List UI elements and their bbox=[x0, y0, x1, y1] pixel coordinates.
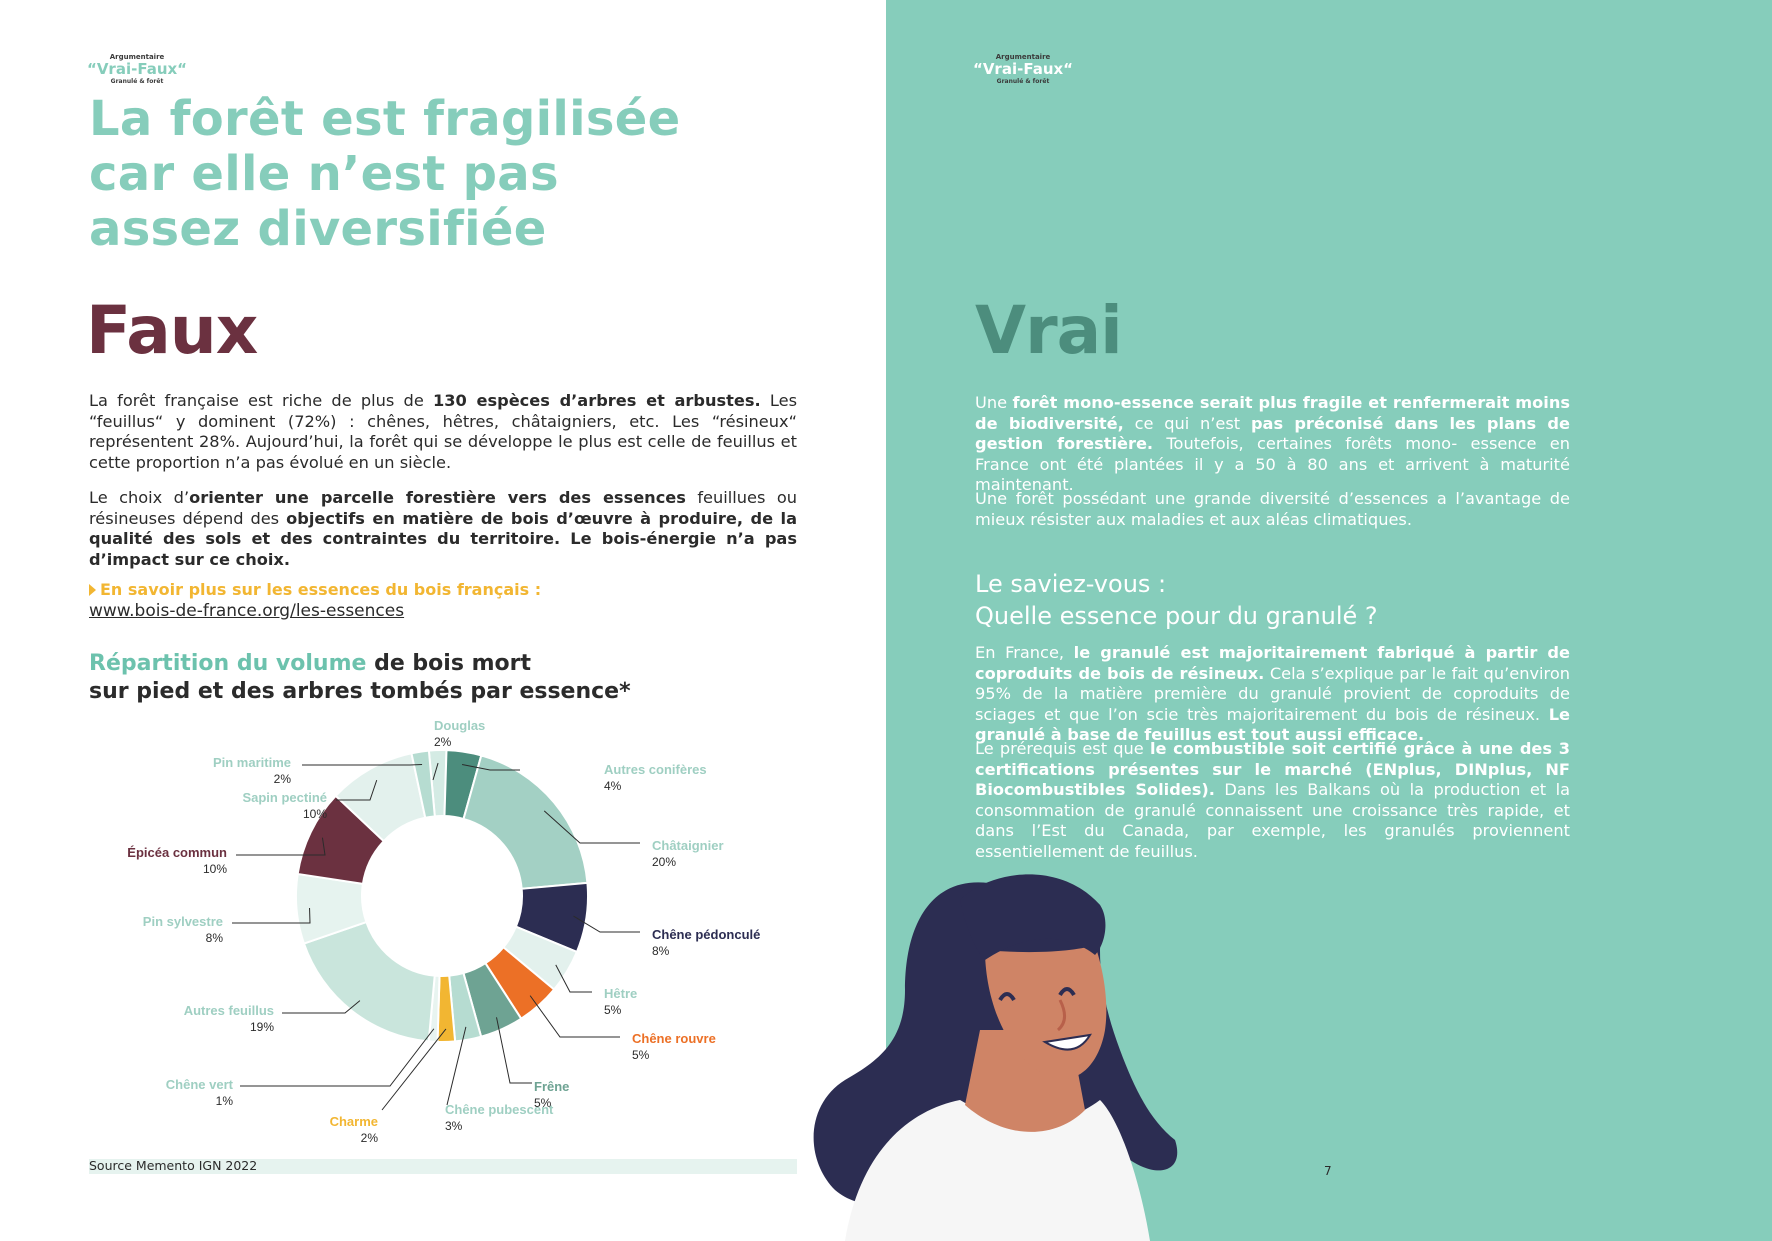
slice-name-label: Châtaignier bbox=[652, 838, 724, 853]
brand-logo: Argumentaire “Vrai-Faux“ Granulé & forêt bbox=[972, 53, 1074, 85]
paragraph-granule: En France, le granulé est majoritairemen… bbox=[975, 643, 1571, 744]
slice-name-label: Charme bbox=[330, 1114, 378, 1129]
slice-name-label: Hêtre bbox=[604, 986, 637, 1001]
slice-name-label: Frêne bbox=[534, 1079, 569, 1094]
right-page: Argumentaire “Vrai-Faux“ Granulé & forêt… bbox=[886, 0, 1772, 1241]
headline-line: La forêt est fragilisée bbox=[89, 91, 681, 147]
paragraph-intro: La forêt française est riche de plus de … bbox=[89, 391, 798, 472]
saviez-heading: Le saviez-vous : Quelle essence pour du … bbox=[975, 570, 1378, 630]
slice-value-label: 2% bbox=[274, 772, 292, 786]
leader-line bbox=[496, 1017, 532, 1084]
slice-name-label: Sapin pectiné bbox=[242, 790, 327, 805]
leader-line bbox=[573, 915, 640, 933]
source-note: Source Memento IGN 2022 bbox=[89, 1158, 258, 1173]
slice-value-label: 2% bbox=[434, 735, 452, 749]
leader-line bbox=[236, 837, 326, 856]
leader-line bbox=[232, 907, 311, 924]
leader-line bbox=[282, 1000, 361, 1014]
slice-value-label: 8% bbox=[206, 931, 224, 945]
slice-value-label: 10% bbox=[303, 807, 327, 821]
leader-line bbox=[446, 1026, 467, 1106]
slice-value-label: 4% bbox=[604, 779, 622, 793]
slice-name-label: Chêne rouvre bbox=[632, 1031, 716, 1046]
leader-line bbox=[432, 762, 439, 781]
slice-value-label: 5% bbox=[632, 1048, 650, 1062]
paragraph-choice: Le choix d’orienter une parcelle foresti… bbox=[89, 488, 797, 569]
slice-value-label: 3% bbox=[445, 1119, 463, 1133]
leader-line bbox=[240, 1028, 435, 1087]
leader-line bbox=[336, 779, 378, 801]
link-lead: En savoir plus sur les essences du bois … bbox=[89, 580, 541, 599]
leader-line bbox=[529, 995, 620, 1038]
slice-value-label: 10% bbox=[203, 862, 227, 876]
donut-chart: Douglas 2% Autres conifères 4% Châtaignier 20… bbox=[127, 718, 760, 1145]
slice-name-label: Épicéa commun bbox=[127, 845, 227, 860]
chart-title: Répartition du volume de bois mort sur p… bbox=[89, 651, 631, 704]
verdict-faux: Faux bbox=[86, 292, 258, 369]
triangle-bullet-icon bbox=[89, 584, 96, 596]
slice-name-label: Autres conifères bbox=[604, 762, 707, 777]
paragraph-diversity: Une forêt possédant une grande diversité… bbox=[975, 489, 1570, 529]
headline-line: car elle n’est pas bbox=[89, 146, 559, 202]
verdict-vrai: Vrai bbox=[975, 292, 1123, 369]
slice-value-label: 8% bbox=[652, 944, 670, 958]
leader-line bbox=[555, 964, 592, 993]
leader-line bbox=[381, 1028, 447, 1111]
leader-line bbox=[543, 810, 640, 844]
donut-slice bbox=[410, 749, 436, 819]
brand-logo: Argumentaire “Vrai-Faux“ Granulé & forêt bbox=[86, 53, 188, 85]
slice-name-label: Chêne vert bbox=[166, 1077, 234, 1092]
paragraph-certification: Le prérequis est que le combustible soit… bbox=[975, 739, 1570, 861]
slice-value-label: 19% bbox=[250, 1020, 274, 1034]
slice-value-label: 2% bbox=[361, 1131, 379, 1145]
slice-name-label: Douglas bbox=[434, 718, 485, 733]
donut-slice bbox=[302, 920, 436, 1043]
donut-slice bbox=[462, 754, 589, 890]
paragraph-mono-essence: Une forêt mono-essence serait plus fragi… bbox=[975, 393, 1570, 494]
page-headline: La forêt est fragilisée car elle n’est p… bbox=[89, 92, 680, 257]
slice-name-label: Chêne pédonculé bbox=[652, 927, 760, 942]
slice-value-label: 5% bbox=[534, 1096, 552, 1110]
slice-name-label: Autres feuillus bbox=[184, 1003, 274, 1018]
leader-line bbox=[461, 764, 520, 771]
essences-link[interactable]: www.bois-de-france.org/les-essences bbox=[89, 601, 405, 621]
slice-name-label: Pin maritime bbox=[213, 755, 291, 770]
page-number: 7 bbox=[1324, 1164, 1332, 1178]
left-page: Argumentaire “Vrai-Faux“ Granulé & forêt… bbox=[86, 53, 798, 1174]
source-bar bbox=[89, 1159, 797, 1174]
slice-name-label: Pin sylvestre bbox=[143, 914, 223, 929]
slice-value-label: 5% bbox=[604, 1003, 622, 1017]
headline-line: assez diversifiée bbox=[89, 201, 547, 257]
slice-value-label: 1% bbox=[216, 1094, 234, 1108]
slice-value-label: 20% bbox=[652, 855, 676, 869]
slice-name-label: Chêne pubescent bbox=[445, 1102, 554, 1117]
